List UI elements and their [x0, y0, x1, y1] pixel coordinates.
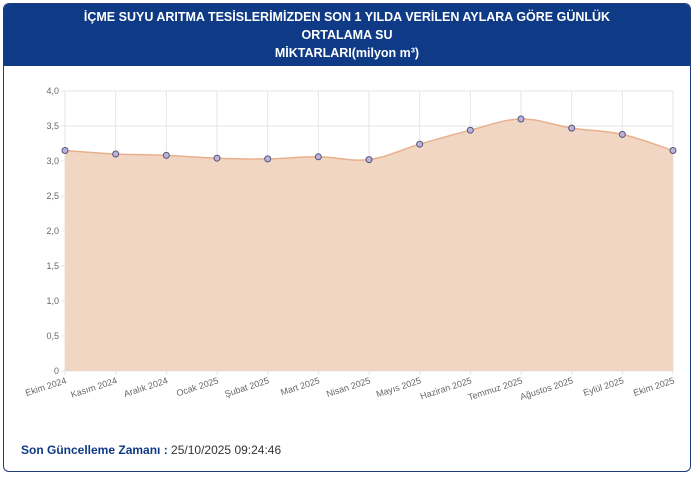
- data-point[interactable]: [314, 153, 322, 161]
- last-updated-value: 25/10/2025 09:24:46: [171, 443, 282, 457]
- x-tick-label: Mayıs 2025: [375, 375, 422, 399]
- last-updated-label: Son Güncelleme Zamanı :: [21, 443, 168, 457]
- y-tick-label: 0,5: [46, 331, 59, 341]
- x-tick-label: Nisan 2025: [325, 375, 371, 399]
- x-tick-label: Ekim 2025: [632, 375, 676, 398]
- last-updated: Son Güncelleme Zamanı : 25/10/2025 09:24…: [21, 443, 281, 457]
- x-tick-label: Aralık 2024: [123, 375, 169, 399]
- area-chart: 0 0,5 1,0 1,5 2,0 2,5 3,0 3,5 4,0 Ekim 2024 Kasım…: [24, 86, 677, 402]
- y-axis: 0 0,5 1,0 1,5 2,0 2,5 3,0 3,5 4,0: [46, 86, 59, 376]
- x-tick-label: Kasım 2024: [70, 375, 119, 399]
- y-tick-label: 0: [54, 366, 59, 376]
- y-tick-label: 3,5: [46, 121, 59, 131]
- chart-card: İÇME SUYU ARITMA TESİSLERİMİZDEN SON 1 Y…: [3, 3, 691, 472]
- x-tick-label: Ağustos 2025: [519, 375, 574, 402]
- data-point[interactable]: [213, 154, 221, 162]
- chart-area: 0 0,5 1,0 1,5 2,0 2,5 3,0 3,5 4,0 Ekim 2024 Kasım…: [4, 79, 690, 409]
- x-tick-label: Haziran 2025: [419, 375, 473, 401]
- chart-points: [61, 115, 677, 164]
- x-axis: Ekim 2024 Kasım 2024 Aralık 2024 Ocak 2025 Ş…: [24, 375, 676, 402]
- data-point[interactable]: [264, 155, 272, 163]
- x-tick-label: Ekim 2024: [24, 375, 68, 398]
- y-tick-label: 2,5: [46, 191, 59, 201]
- chart-title: İÇME SUYU ARITMA TESİSLERİMİZDEN SON 1 Y…: [4, 8, 690, 62]
- data-point[interactable]: [517, 115, 525, 123]
- data-point[interactable]: [669, 147, 677, 154]
- data-point[interactable]: [416, 140, 424, 148]
- x-tick-label: Temmuz 2025: [467, 375, 524, 402]
- data-point[interactable]: [466, 126, 474, 134]
- chart-header: İÇME SUYU ARITMA TESİSLERİMİZDEN SON 1 Y…: [4, 4, 690, 66]
- y-tick-label: 4,0: [46, 86, 59, 96]
- data-point[interactable]: [365, 156, 373, 164]
- y-tick-label: 1,0: [46, 296, 59, 306]
- chart-title-line2: MİKTARLARI(milyon m³): [274, 46, 420, 60]
- y-tick-label: 1,5: [46, 261, 59, 271]
- data-point[interactable]: [61, 147, 69, 154]
- area-fill: [65, 118, 673, 371]
- x-tick-label: Ocak 2025: [175, 375, 219, 398]
- x-tick-label: Şubat 2025: [223, 375, 270, 399]
- data-point[interactable]: [162, 151, 170, 159]
- data-point[interactable]: [618, 130, 626, 138]
- y-tick-label: 2,0: [46, 226, 59, 236]
- y-tick-label: 3,0: [46, 156, 59, 166]
- chart-title-line1: İÇME SUYU ARITMA TESİSLERİMİZDEN SON 1 Y…: [83, 10, 611, 42]
- data-point[interactable]: [568, 124, 576, 132]
- data-point[interactable]: [112, 150, 120, 158]
- x-tick-label: Eylül 2025: [582, 375, 625, 397]
- x-tick-label: Mart 2025: [279, 375, 321, 397]
